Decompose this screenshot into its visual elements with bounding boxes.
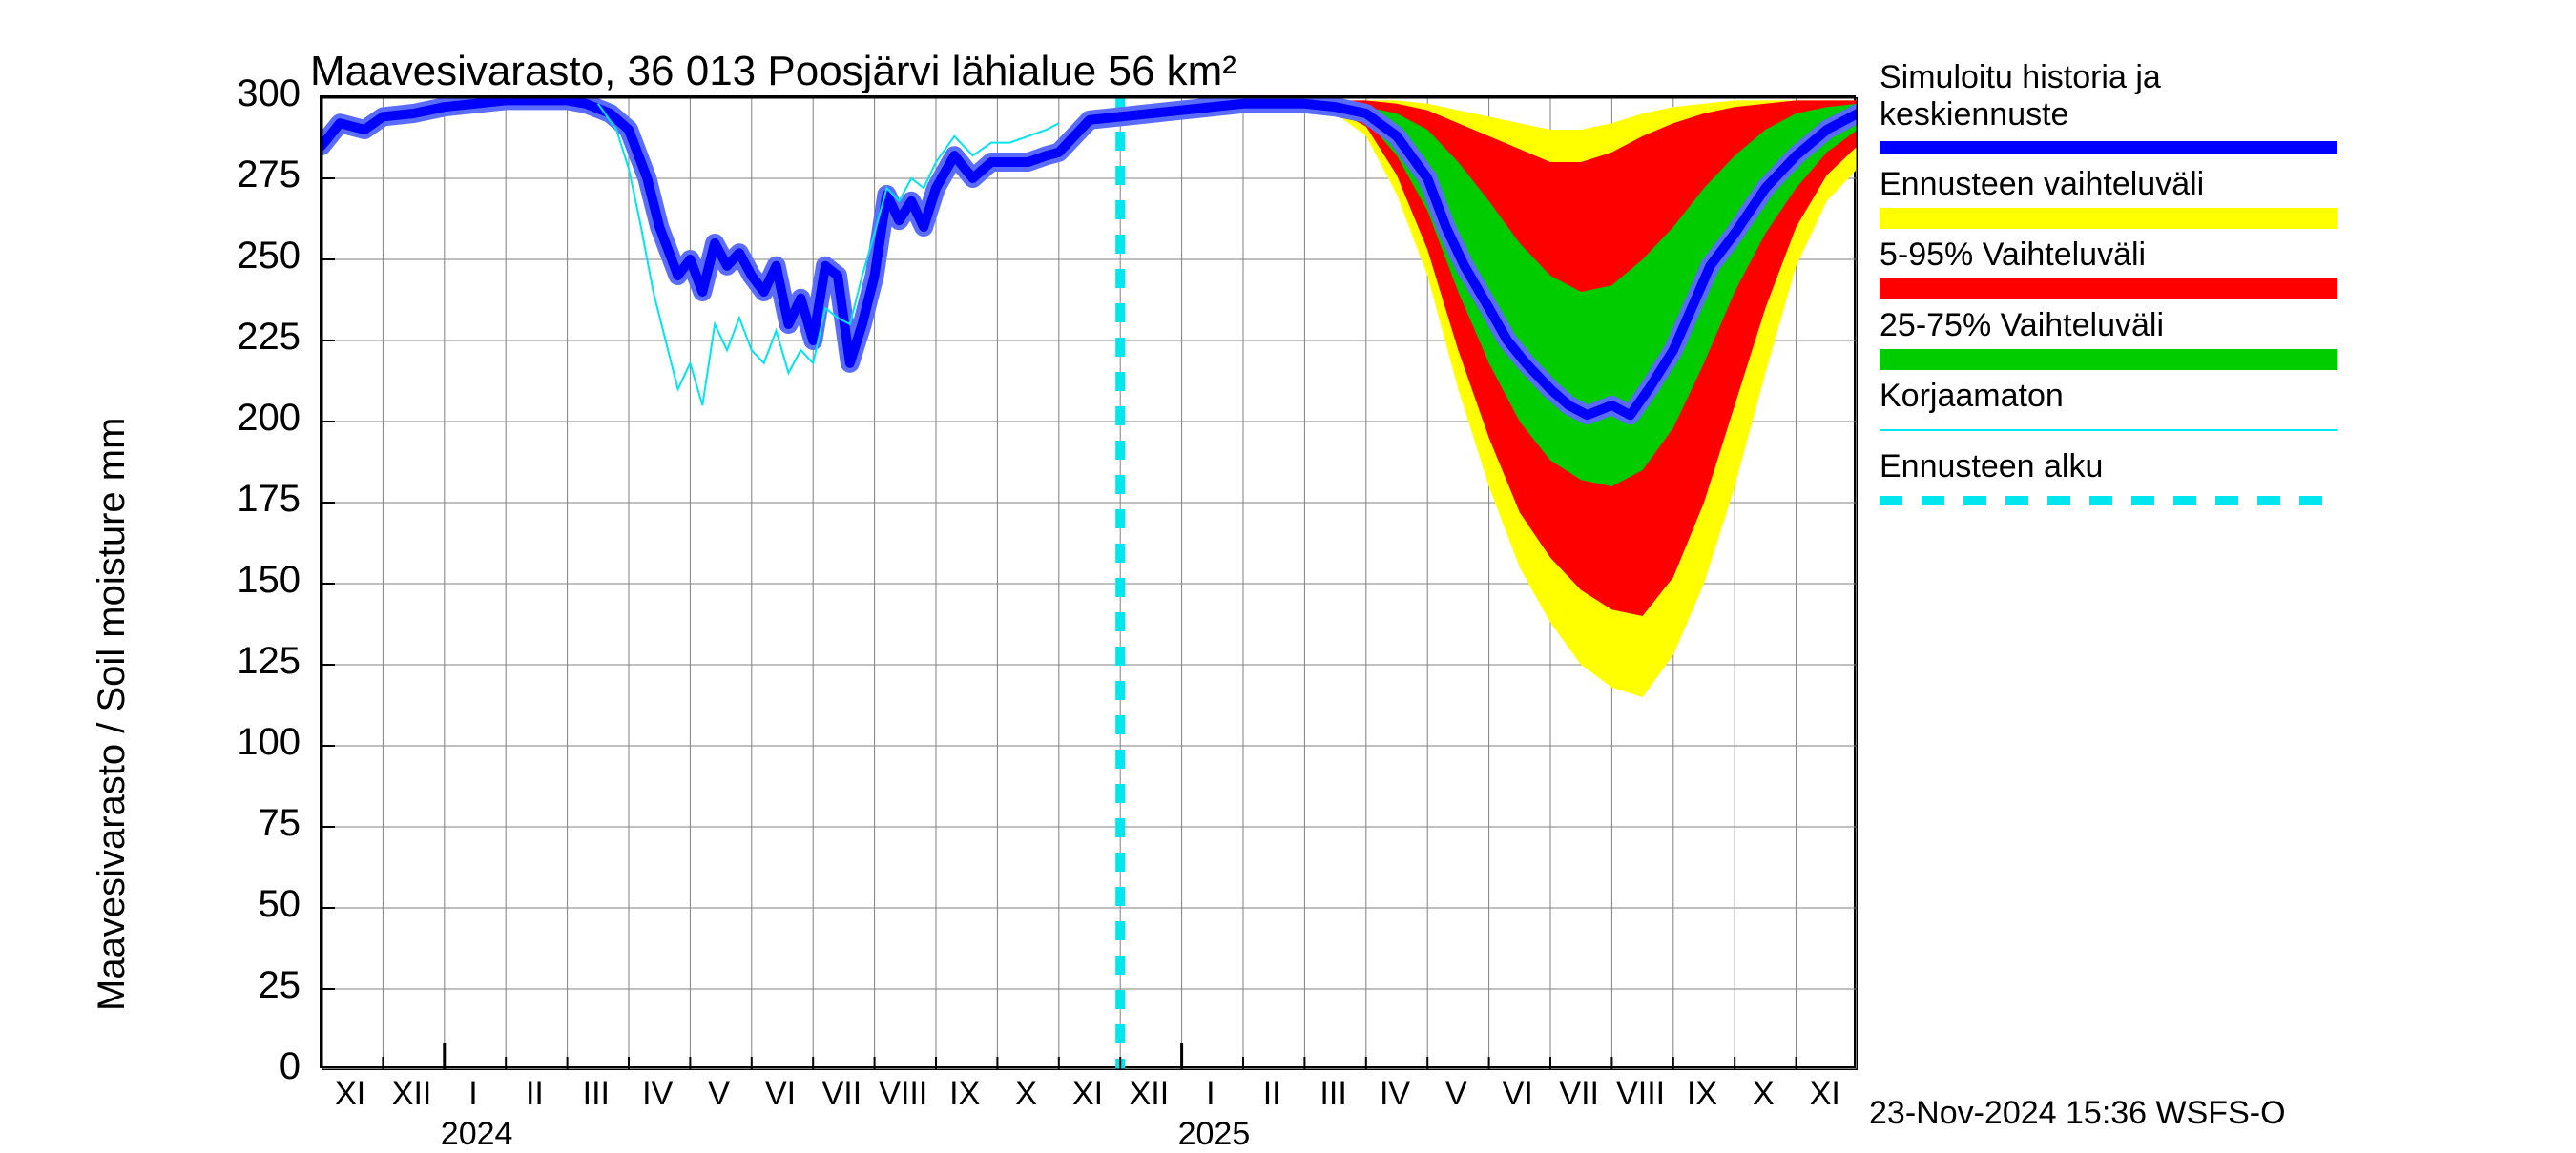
x-tick-label: VI [1503,1076,1533,1113]
y-tick-label: 300 [0,72,301,115]
x-tick-label: IV [1380,1076,1410,1113]
figure: Maavesivarasto, 36 013 Poosjärvi lähialu… [0,0,2576,1144]
y-tick-label: 100 [0,721,301,764]
x-tick-label: I [1206,1076,1215,1113]
x-tick-label: II [1263,1076,1281,1113]
x-tick-label: V [708,1076,730,1113]
year-label: 2025 [1178,1116,1251,1153]
x-tick-label: IX [1687,1076,1717,1113]
y-tick-label: 250 [0,235,301,278]
footer-timestamp: 23-Nov-2024 15:36 WSFS-O [1869,1095,2286,1132]
x-tick-label: XII [392,1076,432,1113]
x-tick-label: IX [949,1076,980,1113]
legend-item-text: Ennusteen alku [1880,448,2337,485]
x-tick-label: XI [1810,1076,1840,1113]
x-tick-label: III [583,1076,610,1113]
legend-swatch [1880,429,2337,431]
legend-item-text: 25-75% Vaihteluväli [1880,307,2337,344]
y-tick-label: 0 [0,1045,301,1088]
x-tick-label: VII [1559,1076,1599,1113]
x-tick-label: V [1445,1076,1467,1113]
x-tick-label: X [1015,1076,1037,1113]
legend-item-text: Korjaamaton [1880,378,2337,415]
x-tick-label: XI [1072,1076,1103,1113]
x-tick-label: X [1753,1076,1775,1113]
legend-item-text: Simuloitu historia ja keskiennuste [1880,59,2337,134]
year-label: 2024 [441,1116,513,1153]
y-tick-label: 25 [0,964,301,1007]
x-tick-label: XI [335,1076,365,1113]
x-tick-label: III [1319,1076,1346,1113]
y-tick-label: 225 [0,316,301,359]
legend-item-text: Ennusteen vaihteluväli [1880,166,2337,203]
x-tick-label: VIII [1616,1076,1665,1113]
legend-swatch [1880,349,2337,370]
legend-swatch [1880,278,2337,299]
y-tick-label: 200 [0,397,301,440]
legend-swatch [1880,141,2337,154]
plot-svg [322,97,1858,1070]
plot-area [320,95,1856,1068]
x-tick-label: VI [765,1076,796,1113]
y-tick-label: 175 [0,478,301,521]
x-tick-label: I [468,1076,477,1113]
y-tick-label: 275 [0,154,301,196]
y-tick-label: 125 [0,640,301,683]
legend-swatch [1880,208,2337,229]
legend-swatch [1880,496,2337,505]
chart-title: Maavesivarasto, 36 013 Poosjärvi lähialu… [310,48,1236,95]
x-tick-label: XII [1130,1076,1170,1113]
x-tick-label: VIII [879,1076,927,1113]
x-tick-label: VII [822,1076,862,1113]
y-tick-label: 150 [0,559,301,602]
y-tick-label: 50 [0,883,301,926]
x-tick-label: IV [642,1076,673,1113]
legend-item-text: 5-95% Vaihteluväli [1880,237,2337,274]
y-tick-label: 75 [0,802,301,845]
x-tick-label: II [526,1076,544,1113]
